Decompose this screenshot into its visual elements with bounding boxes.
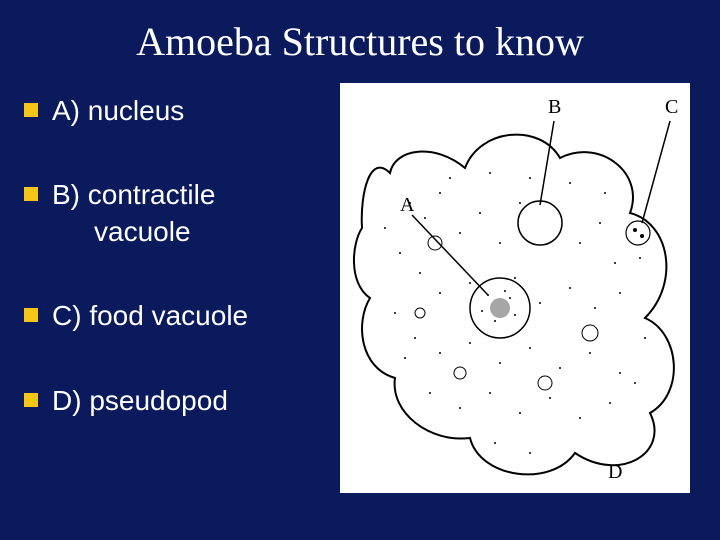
structure-list: A) nucleus B) contractile vacuole C) foo…: [0, 73, 340, 533]
food-vacuole: [626, 221, 650, 245]
bullet-icon: [24, 103, 38, 117]
list-item: B) contractile vacuole: [24, 177, 340, 250]
item-text-c: C) food vacuole: [52, 298, 248, 334]
amoeba-svg: A B C D: [340, 83, 690, 493]
item-sublabel: vacuole: [52, 214, 215, 250]
list-item: A) nucleus: [24, 93, 340, 129]
item-label: B) contractile: [52, 179, 215, 210]
item-text-a: A) nucleus: [52, 93, 184, 129]
item-text-d: D) pseudopod: [52, 383, 228, 419]
label-d: D: [608, 461, 622, 483]
list-item: D) pseudopod: [24, 383, 340, 419]
contractile-vacuole: [518, 201, 562, 245]
item-text-b: B) contractile vacuole: [52, 177, 215, 250]
diagram-column: A B C D: [340, 73, 720, 533]
amoeba-diagram: A B C D: [340, 83, 690, 493]
list-item: C) food vacuole: [24, 298, 340, 334]
bullet-icon: [24, 393, 38, 407]
page-title: Amoeba Structures to know: [0, 0, 720, 73]
label-b: B: [548, 96, 561, 118]
pointer-c: [642, 121, 670, 223]
bullet-icon: [24, 187, 38, 201]
content-area: A) nucleus B) contractile vacuole C) foo…: [0, 73, 720, 533]
label-a: A: [400, 194, 415, 216]
label-c: C: [665, 96, 678, 118]
nucleus: [470, 278, 530, 338]
bullet-icon: [24, 308, 38, 322]
